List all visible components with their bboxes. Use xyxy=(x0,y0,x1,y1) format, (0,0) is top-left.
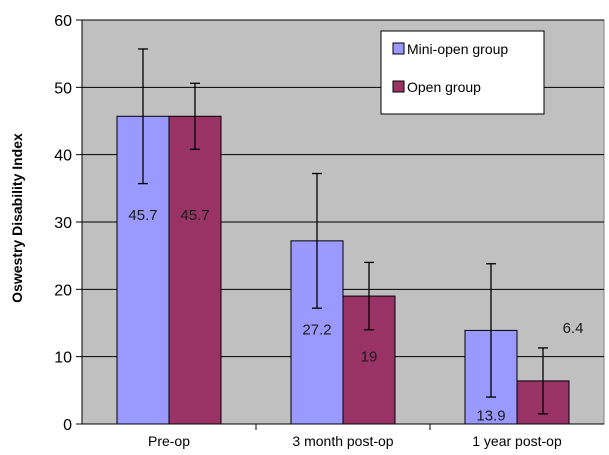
y-axis-ticks: 0 10 20 30 40 50 60 xyxy=(54,13,82,434)
data-label: 13.9 xyxy=(476,408,505,425)
x-tick-label: 1 year post-op xyxy=(472,433,562,449)
y-tick-label: 50 xyxy=(54,80,72,97)
data-label: 6.4 xyxy=(563,320,584,337)
legend-label: Open group xyxy=(407,79,481,95)
data-label: 27.2 xyxy=(302,321,331,338)
bar xyxy=(168,115,222,425)
x-axis-ticks: Pre-op 3 month post-op 1 year post-op xyxy=(148,424,562,449)
data-label: 45.7 xyxy=(128,207,157,224)
y-tick-label: 30 xyxy=(54,215,72,232)
legend-swatch xyxy=(392,80,405,93)
y-axis-label: Oswestry Disability Index xyxy=(9,133,25,303)
y-tick-label: 20 xyxy=(54,282,72,299)
data-labels: 45.7 45.7 27.2 19 13.9 6.4 xyxy=(128,207,583,425)
y-tick-label: 0 xyxy=(63,417,72,434)
y-tick-label: 10 xyxy=(54,350,72,367)
error-bars xyxy=(138,48,548,415)
legend: Mini-open group Open group xyxy=(380,30,545,115)
x-tick-label: 3 month post-op xyxy=(292,433,393,449)
y-tick-label: 40 xyxy=(54,148,72,165)
x-tick-label: Pre-op xyxy=(148,433,190,449)
data-label: 19 xyxy=(361,348,378,365)
y-tick-label: 60 xyxy=(54,13,72,30)
legend-label: Mini-open group xyxy=(407,41,508,57)
data-label: 45.7 xyxy=(180,207,209,224)
legend-box xyxy=(380,30,545,115)
legend-swatch xyxy=(392,42,405,55)
